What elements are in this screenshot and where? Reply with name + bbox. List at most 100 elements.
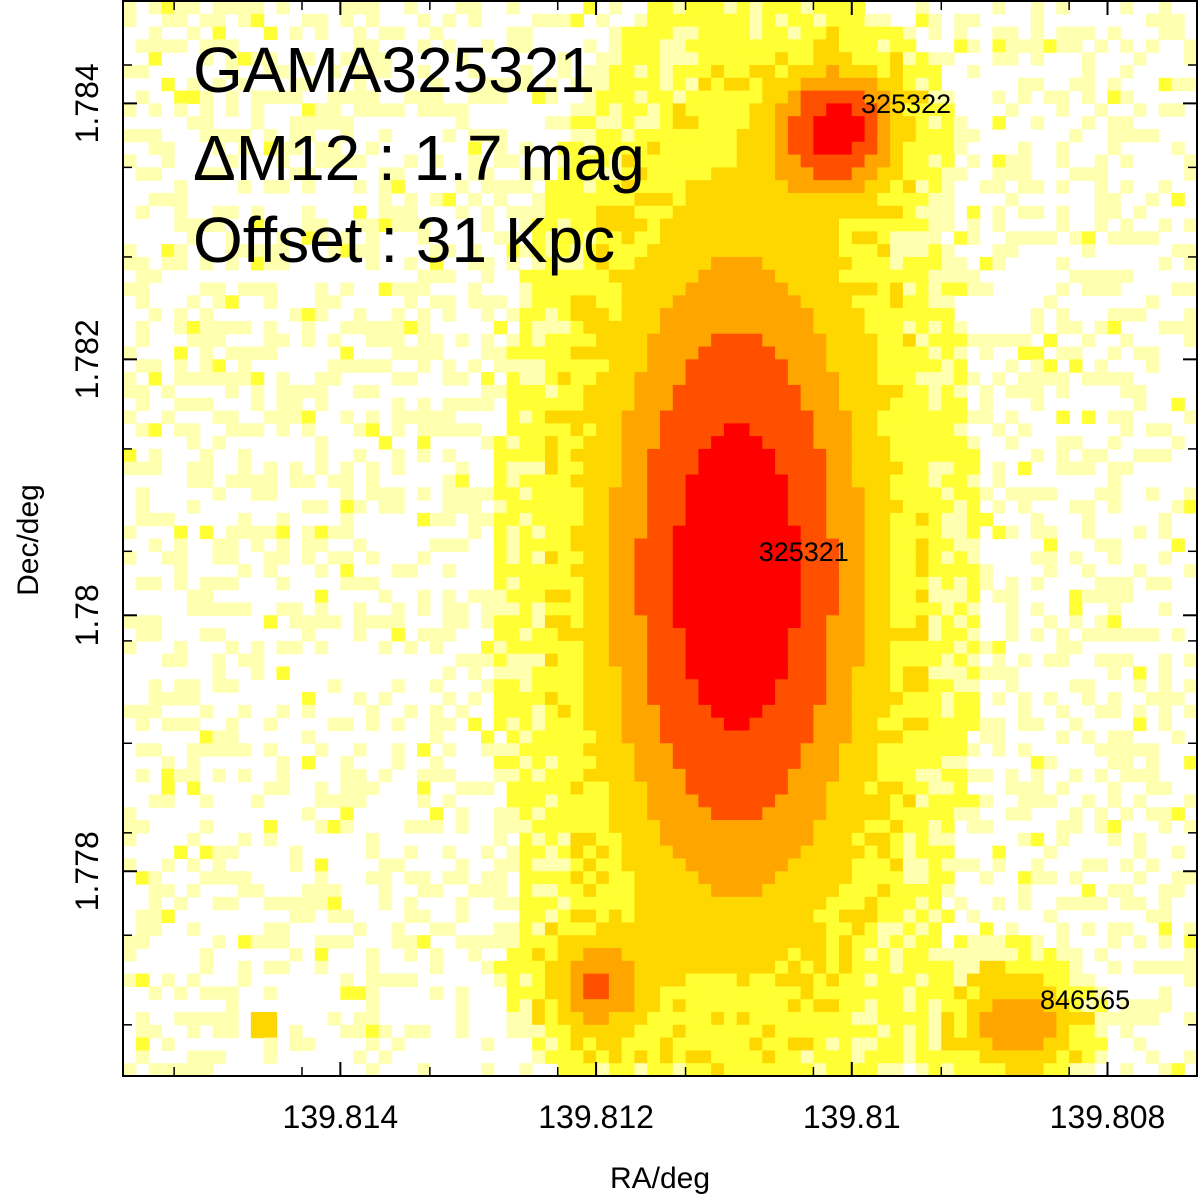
image-pixel <box>826 295 840 309</box>
image-pixel <box>519 551 533 565</box>
image-pixel <box>174 576 188 591</box>
image-pixel <box>800 384 815 399</box>
image-pixel <box>174 256 188 271</box>
image-pixel <box>902 423 917 437</box>
image-pixel <box>570 244 584 258</box>
image-pixel <box>941 640 955 655</box>
image-pixel <box>800 807 815 821</box>
image-pixel <box>954 167 968 181</box>
image-pixel <box>455 474 469 488</box>
image-pixel <box>839 448 853 463</box>
image-pixel <box>813 218 827 232</box>
image-pixel <box>813 781 827 796</box>
image-pixel <box>506 973 520 988</box>
image-pixel <box>519 423 533 437</box>
image-pixel <box>877 500 891 514</box>
image-pixel <box>749 205 763 220</box>
image-pixel <box>660 103 674 117</box>
image-pixel <box>289 461 303 476</box>
image-pixel <box>954 269 968 284</box>
image-pixel <box>340 973 354 988</box>
image-pixel <box>839 858 853 872</box>
image-pixel <box>404 346 418 360</box>
image-pixel <box>736 308 751 322</box>
image-pixel <box>839 832 853 847</box>
image-pixel <box>174 372 188 386</box>
image-pixel <box>915 576 930 591</box>
image-pixel <box>813 282 827 296</box>
image-pixel <box>685 474 699 488</box>
image-pixel <box>596 90 610 104</box>
image-pixel <box>915 77 930 92</box>
image-pixel <box>941 692 955 706</box>
image-pixel <box>800 256 815 271</box>
image-pixel <box>199 218 214 232</box>
image-pixel <box>685 768 699 783</box>
image-pixel <box>1030 602 1045 616</box>
image-pixel <box>839 602 853 616</box>
image-pixel <box>1120 576 1134 591</box>
image-pixel <box>736 384 751 399</box>
image-pixel <box>493 231 508 245</box>
image-pixel <box>481 781 495 796</box>
image-pixel <box>698 64 712 79</box>
image-pixel <box>647 960 661 975</box>
image-pixel <box>1043 692 1057 706</box>
image-pixel <box>762 935 776 949</box>
image-pixel <box>199 576 214 591</box>
image-pixel <box>890 64 904 79</box>
image-pixel <box>941 372 955 386</box>
image-pixel <box>493 653 508 668</box>
image-pixel <box>979 256 994 271</box>
image-pixel <box>1056 448 1070 463</box>
image-pixel <box>378 52 393 66</box>
image-pixel <box>1107 308 1121 322</box>
image-pixel <box>596 13 610 28</box>
image-pixel <box>199 103 214 117</box>
image-pixel <box>1081 589 1096 604</box>
image-pixel <box>851 538 866 552</box>
image-pixel <box>890 128 904 143</box>
image-pixel <box>621 973 636 988</box>
image-pixel <box>519 845 533 860</box>
image-pixel <box>429 986 444 1000</box>
image-pixel <box>583 666 597 680</box>
image-pixel <box>826 90 840 104</box>
image-pixel <box>1056 410 1070 424</box>
image-pixel <box>1171 192 1185 207</box>
image-pixel <box>928 90 942 104</box>
image-pixel <box>1005 948 1019 962</box>
image-pixel <box>1107 551 1121 565</box>
image-pixel <box>1018 346 1032 360</box>
image-pixel <box>1107 960 1121 975</box>
image-pixel <box>685 717 699 732</box>
image-pixel <box>570 679 584 693</box>
image-pixel <box>787 52 802 66</box>
image-pixel <box>225 999 239 1013</box>
image-pixel <box>148 909 162 924</box>
image-pixel <box>1145 13 1160 28</box>
image-pixel <box>813 64 827 79</box>
image-pixel <box>736 1012 751 1026</box>
image-pixel <box>314 372 329 386</box>
image-pixel <box>340 807 354 821</box>
image-pixel <box>647 1012 661 1026</box>
image-pixel <box>1107 794 1121 808</box>
image-pixel <box>1069 436 1083 450</box>
image-pixel <box>954 1050 968 1064</box>
image-pixel <box>800 269 815 284</box>
image-pixel <box>672 218 687 232</box>
image-pixel <box>161 39 175 53</box>
image-pixel <box>672 384 687 399</box>
image-pixel <box>902 845 917 860</box>
image-pixel <box>1120 1063 1134 1077</box>
image-pixel <box>327 474 341 488</box>
image-pixel <box>378 871 393 885</box>
image-pixel <box>404 295 418 309</box>
image-pixel <box>1133 346 1147 360</box>
image-pixel <box>890 666 904 680</box>
image-pixel <box>992 973 1006 988</box>
image-pixel <box>826 538 840 552</box>
image-pixel <box>1030 973 1045 988</box>
image-pixel <box>404 640 418 655</box>
